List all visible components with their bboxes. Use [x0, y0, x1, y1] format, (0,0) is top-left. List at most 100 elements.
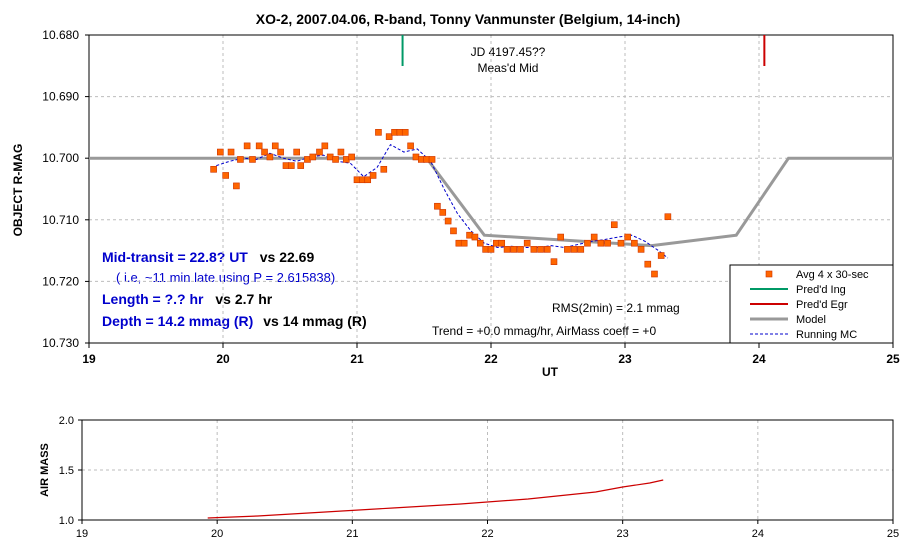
data-point: [332, 156, 339, 163]
x-tick-label: 24: [752, 352, 766, 366]
data-point: [401, 129, 409, 136]
data-point: [439, 209, 447, 216]
data-point: [434, 202, 441, 210]
data-point: [243, 142, 251, 150]
data-point: [271, 142, 279, 150]
y-tick-label: 10.690: [42, 90, 79, 104]
data-point: [664, 213, 672, 221]
x-tick-label: 25: [886, 352, 900, 366]
data-point: [610, 221, 618, 229]
chart-title: XO-2, 2007.04.06, R-band, Tonny Vanmunst…: [256, 11, 681, 27]
data-point: [476, 239, 484, 247]
data-point: [444, 217, 452, 225]
airmass-x-tick-label: 25: [887, 528, 899, 540]
depth-note: Depth = 14.2 mmag (R) vs 14 mmag (R): [102, 313, 367, 329]
airmass-x-tick-label: 24: [752, 528, 764, 540]
y-tick-label: 10.730: [42, 336, 79, 350]
legend-label: Pred'd Egr: [796, 299, 848, 311]
x-tick-label: 19: [82, 352, 96, 366]
mid-transit-note: Mid-transit = 22.8? UT vs 22.69: [102, 249, 314, 265]
data-point: [277, 148, 284, 156]
data-point: [577, 246, 585, 253]
mid-label-line1: JD 4197.45??: [471, 45, 546, 59]
data-point: [375, 129, 382, 136]
data-point: [590, 233, 598, 241]
data-point: [428, 156, 436, 163]
data-point: [460, 239, 468, 247]
data-point: [293, 148, 301, 156]
data-point: [584, 239, 591, 247]
data-point: [631, 239, 638, 247]
airmass-x-tick-label: 23: [617, 528, 629, 540]
data-point: [517, 246, 524, 253]
data-point: [487, 246, 495, 253]
data-point: [237, 156, 244, 163]
airmass-x-tick-label: 22: [481, 528, 493, 540]
airmass-x-tick-label: 19: [76, 528, 88, 540]
mid-transit-value: Mid-transit = 22.8? UT: [102, 249, 248, 265]
data-point: [570, 246, 578, 253]
length-compare: vs 2.7 hr: [215, 291, 272, 307]
airmass-y-tick-label: 1.0: [59, 515, 74, 527]
data-point: [644, 260, 652, 268]
data-point: [617, 239, 625, 247]
data-point: [380, 165, 388, 173]
legend-label: Pred'd Ing: [796, 284, 846, 296]
data-point: [385, 133, 393, 140]
data-point: [657, 252, 665, 259]
airmass-x-tick-label: 21: [346, 528, 358, 540]
depth-value: Depth = 14.2 mmag (R): [102, 313, 253, 329]
x-tick-label: 20: [216, 352, 230, 366]
y-tick-label: 10.700: [42, 151, 79, 165]
x-axis-label: UT: [542, 365, 559, 379]
data-point: [498, 239, 506, 247]
legend-swatch: [765, 270, 773, 278]
data-point: [288, 162, 295, 169]
data-point: [210, 165, 217, 173]
data-point: [222, 172, 229, 179]
data-point: [261, 148, 268, 156]
data-point: [557, 233, 564, 241]
airmass-y-axis-label: AIR MASS: [39, 443, 51, 497]
data-point: [604, 239, 611, 247]
data-point: [227, 148, 235, 156]
mid-label-line2: Meas'd Mid: [478, 61, 539, 75]
length-note: Length = ?.? hr vs 2.7 hr: [102, 291, 273, 307]
data-point: [550, 258, 558, 265]
data-point: [450, 227, 457, 235]
data-point: [255, 142, 263, 150]
legend-label: Avg 4 x 30-sec: [796, 269, 869, 281]
data-point: [233, 182, 240, 190]
y-axis-label: OBJECT R-MAG: [11, 144, 25, 237]
period-note: ( i.e, ~11 min late using P = 2.615838): [116, 270, 335, 285]
data-point: [637, 246, 645, 253]
data-point: [297, 162, 305, 169]
x-tick-label: 23: [618, 352, 632, 366]
data-point: [364, 176, 372, 184]
legend-label: Running MC: [796, 329, 857, 341]
data-point: [348, 153, 355, 161]
data-point: [316, 148, 323, 156]
data-point: [543, 246, 551, 253]
data-point: [337, 148, 345, 156]
data-point: [537, 246, 544, 253]
running-mean-line: [216, 143, 669, 259]
rms-note: RMS(2min) = 2.1 mmag: [552, 301, 680, 315]
data-point: [321, 142, 329, 150]
data-point: [309, 153, 317, 161]
data-point: [249, 156, 256, 163]
data-point: [510, 246, 518, 253]
data-point: [564, 246, 571, 253]
airmass-y-tick-label: 2.0: [59, 415, 74, 427]
depth-compare: vs 14 mmag (R): [263, 313, 366, 329]
length-value: Length = ?.? hr: [102, 291, 204, 307]
data-point: [407, 142, 414, 150]
y-tick-label: 10.710: [42, 213, 79, 227]
airmass-line: [207, 479, 664, 519]
data-point: [624, 233, 631, 241]
mid-transit-compare: vs 22.69: [260, 249, 315, 265]
x-tick-label: 22: [484, 352, 498, 366]
data-point: [266, 153, 274, 161]
